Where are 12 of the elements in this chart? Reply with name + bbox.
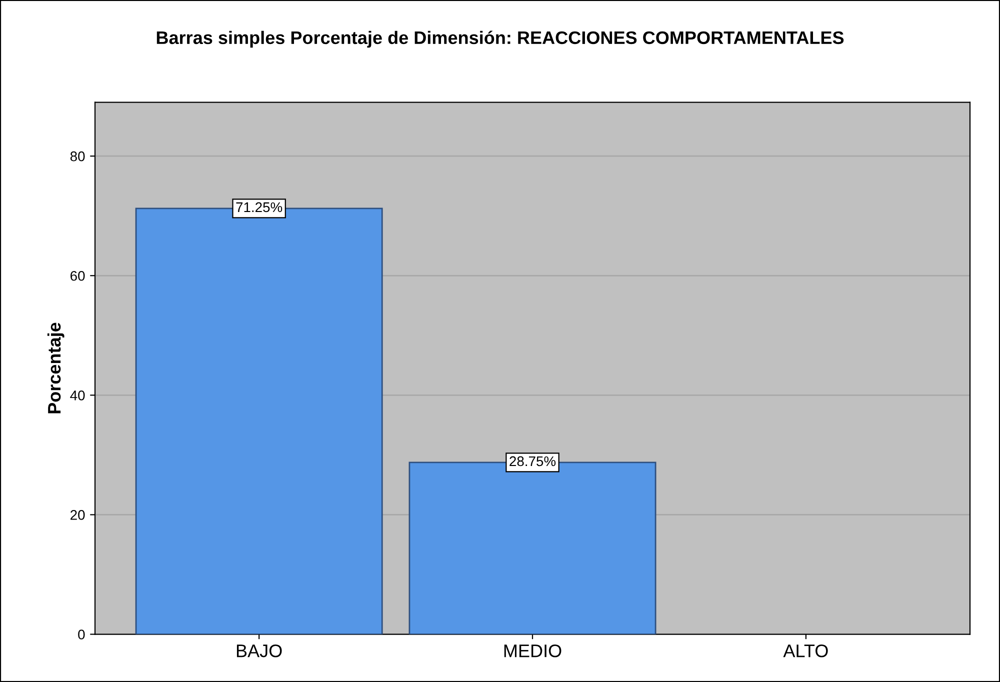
x-tick-label: MEDIO	[504, 644, 562, 658]
y-tick-label: 20	[70, 510, 85, 520]
data-label: 28.75%	[510, 456, 556, 466]
y-axis-title: Porcentaje	[47, 322, 64, 414]
x-tick-label: BAJO	[236, 644, 282, 658]
y-tick-label: 60	[70, 270, 85, 281]
y-tick-label: 80	[70, 151, 85, 162]
y-tick-label: 40	[70, 390, 85, 400]
data-label: 71.25%	[236, 202, 282, 212]
y-tick-label: 0	[78, 630, 85, 640]
chart-title: Barras simples Porcentaje de Dimensión: REACCIONES COMPORTAMENTALES	[156, 30, 844, 48]
x-tick-label: ALTO	[783, 644, 828, 658]
